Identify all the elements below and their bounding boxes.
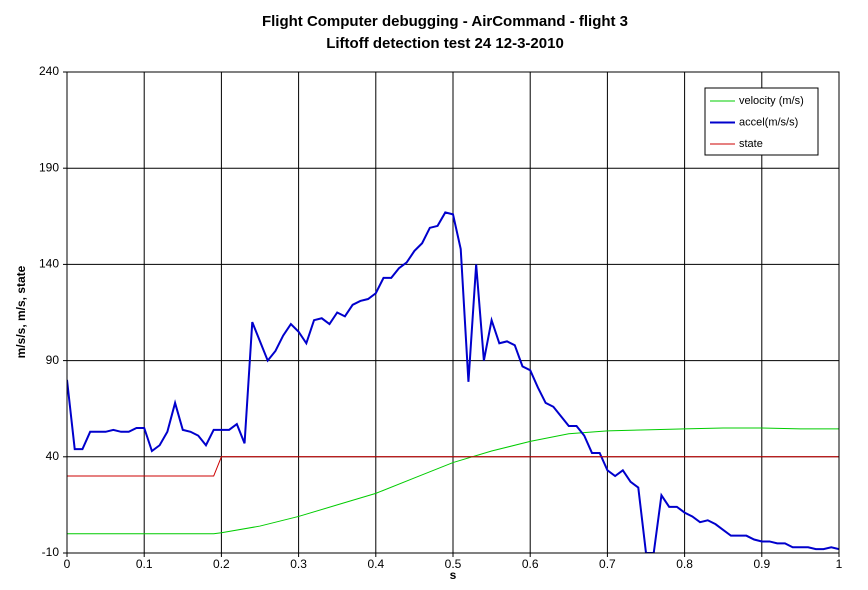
plot-lines	[67, 211, 839, 553]
x-tick-label: 0.7	[599, 557, 616, 571]
x-tick-label: 0.4	[367, 557, 384, 571]
x-tick-label: 0.1	[136, 557, 153, 571]
x-tick-label: 0.8	[676, 557, 693, 571]
y-tick-label: 140	[39, 257, 59, 271]
series-line	[67, 427, 839, 535]
plot-border	[66, 71, 840, 554]
y-tick-label: 190	[39, 160, 59, 174]
y-tick-label: -10	[42, 545, 60, 559]
y-axis-label: m/s/s, m/s, state	[14, 265, 28, 358]
x-axis-label: s	[450, 568, 457, 582]
x-tick-label: 0.3	[290, 557, 307, 571]
legend-label: state	[739, 138, 763, 150]
y-tick-label: 240	[39, 64, 59, 78]
chart-title: Flight Computer debugging - AirCommand -…	[262, 13, 628, 30]
legend: velocity (m/s) accel(m/s/s) state	[704, 87, 819, 156]
x-tick-label: 0.5	[445, 557, 462, 571]
x-tick-label: 1	[836, 557, 843, 571]
x-tick-label: 0.6	[522, 557, 539, 571]
y-tick-label: 40	[46, 449, 60, 463]
x-tick-label: 0	[64, 557, 71, 571]
x-tick-label: 0.9	[753, 557, 770, 571]
y-tick-label: 90	[46, 353, 60, 367]
chart-subtitle: Liftoff detection test 24 12-3-2010	[326, 35, 564, 52]
legend-label: accel(m/s/s)	[739, 116, 798, 128]
x-tick-label: 0.2	[213, 557, 230, 571]
series-line	[67, 456, 839, 477]
series-line	[67, 211, 839, 553]
legend-label: velocity (m/s)	[739, 95, 804, 107]
